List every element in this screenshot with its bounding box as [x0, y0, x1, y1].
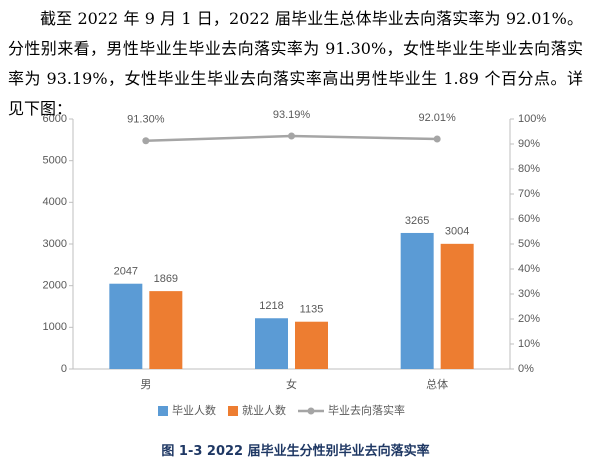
y-tick-label: 1000	[43, 321, 67, 333]
bar-value-label: 1218	[259, 300, 283, 312]
bar	[295, 321, 328, 369]
bar	[440, 243, 474, 369]
bar-value-label: 1869	[154, 273, 178, 285]
bar	[255, 318, 288, 369]
y2-tick-label: 40%	[518, 263, 540, 275]
bar	[109, 283, 143, 369]
line-marker	[142, 137, 150, 145]
line-marker	[288, 132, 295, 140]
line-marker	[433, 135, 441, 143]
legend-label: 毕业人数	[172, 404, 216, 417]
y-tick-label: 2000	[43, 280, 67, 292]
legend-swatch-marker	[307, 407, 315, 415]
y2-tick-label: 0%	[518, 363, 534, 375]
bar-value-label: 2047	[114, 266, 138, 278]
bar-value-label: 3265	[405, 215, 429, 227]
caption: 图 1-3 2022 届毕业生分性别毕业去向落实率	[161, 444, 430, 459]
line-value-label: 91.30%	[127, 114, 165, 126]
y-tick-label: 5000	[43, 155, 67, 167]
paragraph: 截至 2022 年 9 月 1 日，2022 届毕业生总体毕业去向落实率为 92…	[8, 9, 583, 118]
legend-label: 毕业去向落实率	[328, 403, 405, 417]
y2-tick-label: 80%	[518, 163, 540, 175]
bar	[400, 232, 434, 369]
y2-tick-label: 30%	[518, 288, 540, 300]
line-value-label: 92.01%	[419, 112, 457, 124]
x-tick-label: 女	[286, 377, 297, 391]
chart: 0 1000 2000 3000 4000 5000 6000 0% 10% 20% 30% 40% 5…	[43, 109, 547, 417]
y2-tick-label: 10%	[518, 338, 540, 350]
line-value-label: 93.19%	[273, 109, 311, 121]
y2-tick-label: 90%	[518, 138, 540, 150]
y-tick-label: 6000	[43, 113, 67, 125]
bar	[149, 291, 183, 369]
bar-value-label: 1135	[300, 304, 324, 316]
y2-tick-label: 70%	[518, 188, 540, 200]
bar-value-label: 3004	[445, 226, 469, 238]
legend-label: 就业人数	[242, 403, 286, 417]
y2-tick-label: 20%	[518, 313, 540, 325]
y2-tick-label: 50%	[518, 238, 540, 250]
legend-swatch	[158, 406, 168, 416]
legend-swatch	[228, 406, 238, 416]
y-tick-label: 3000	[43, 238, 67, 250]
x-tick-label: 总体	[426, 377, 448, 391]
y-tick-label: 0	[61, 363, 67, 375]
y2-tick-label: 100%	[518, 113, 546, 125]
y-tick-label: 4000	[43, 196, 67, 208]
x-tick-label: 男	[140, 379, 151, 391]
y2-tick-label: 60%	[518, 213, 540, 225]
